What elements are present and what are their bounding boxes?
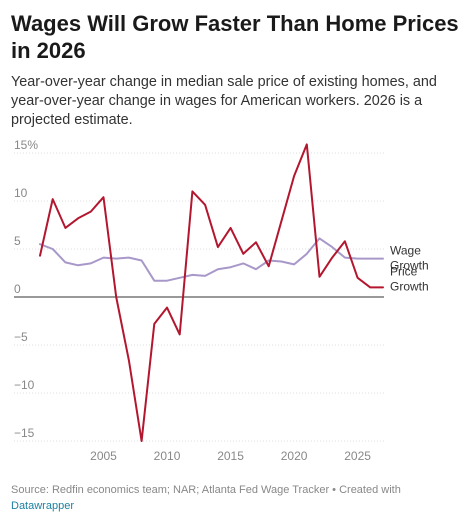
- chart-title: Wages Will Grow Faster Than Home Prices …: [11, 11, 459, 63]
- x-tick-label: 2025: [344, 449, 371, 463]
- source-note: Source: Redfin economics team; NAR; Atla…: [11, 484, 401, 496]
- wage-series-label: Wage: [390, 244, 421, 258]
- y-tick-label: 5: [14, 234, 21, 248]
- grid-layer: 15% 10 5 0 −5 −10 −15 2005 2010 2015 2020 2025: [14, 140, 384, 463]
- y-tick-label: 0: [14, 282, 21, 296]
- y-tick-label: −5: [14, 330, 28, 344]
- y-tick-label: 15%: [14, 140, 38, 152]
- y-tick-label: 10: [14, 186, 28, 200]
- x-tick-label: 2015: [217, 449, 244, 463]
- series-layer: [39, 143, 384, 442]
- y-tick-label: −15: [14, 426, 35, 440]
- x-tick-label: 2005: [90, 449, 117, 463]
- wage-series-label: Growth: [390, 259, 429, 273]
- price-series-label: Price: [390, 264, 418, 278]
- datawrapper-link[interactable]: Datawrapper: [11, 500, 74, 512]
- price-series-label: Growth: [390, 279, 429, 293]
- x-tick-label: 2020: [281, 449, 308, 463]
- wage-growth-line: [39, 237, 384, 282]
- x-tick-label: 2010: [154, 449, 181, 463]
- y-tick-label: −10: [14, 378, 35, 392]
- chart-footer: Source: Redfin economics team; NAR; Atla…: [11, 482, 451, 514]
- chart-subtitle: Year-over-year change in median sale pri…: [11, 74, 437, 128]
- line-chart: 15% 10 5 0 −5 −10 −15 2005 2010 2015 2020 2025 Wage…: [14, 140, 429, 463]
- price-growth-line: [39, 143, 384, 442]
